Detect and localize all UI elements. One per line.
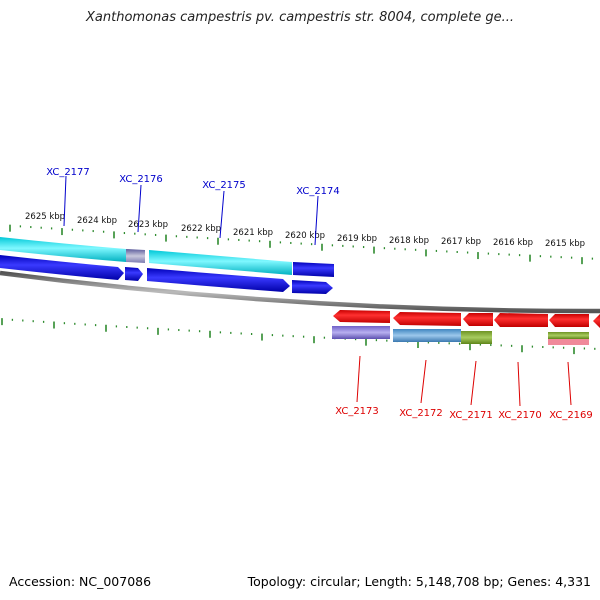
gene-label-XC_2172[interactable]: XC_2172 [399, 408, 443, 419]
gene-XC_2176-feature[interactable] [126, 249, 145, 263]
gene-label-XC_2175[interactable]: XC_2175 [202, 180, 246, 191]
genome-summary-text: Topology: circular; Length: 5,148,708 bp… [247, 574, 591, 589]
cds-XC_2176-arrow[interactable] [125, 267, 143, 281]
kbp-label-2620: 2620 kbp [285, 231, 325, 241]
cds-XC_2171-segment[interactable] [461, 331, 492, 344]
accession-text: Accession: NC_007086 [9, 574, 152, 589]
kbp-label-2617: 2617 kbp [441, 237, 481, 247]
scale-ticks-top [9, 224, 594, 265]
gene-XC_2177-feature[interactable] [0, 237, 126, 262]
XC_2171-leader-line [470, 360, 477, 406]
XC_2174-leader-line [314, 195, 319, 246]
kbp-label-2625: 2625 kbp [25, 212, 65, 222]
gene-label-XC_2176[interactable]: XC_2176 [119, 174, 163, 185]
gene-XC_2169-feature[interactable] [549, 314, 589, 327]
scale-ticks-bottom [1, 318, 596, 355]
gene-XC_2175-feature[interactable] [149, 250, 292, 275]
map-title: Xanthomonas campestris pv. campestris st… [86, 10, 514, 25]
kbp-label-2622: 2622 kbp [181, 224, 221, 234]
cds-XC_2174-arrow[interactable] [292, 280, 333, 294]
XC_2176-leader-line [137, 184, 142, 233]
kbp-label-2624: 2624 kbp [77, 216, 117, 226]
XC_2172-leader-line [420, 359, 427, 404]
gene-label-XC_2171[interactable]: XC_2171 [449, 410, 493, 421]
kbp-label-2615: 2615 kbp [545, 239, 585, 249]
kbp-label-2618: 2618 kbp [389, 236, 429, 246]
gene-XC_2170-feature[interactable] [494, 313, 548, 327]
cds-XC_2169-segment-b[interactable] [548, 339, 589, 345]
cds-XC_2172-segment[interactable] [393, 329, 461, 342]
cds-XC_2173-segment[interactable] [332, 326, 390, 339]
XC_2175-leader-line [219, 190, 225, 239]
kbp-label-2621: 2621 kbp [233, 228, 273, 238]
XC_2170-leader-line [517, 361, 521, 407]
gene-label-XC_2174[interactable]: XC_2174 [296, 186, 340, 197]
gene-label-XC_2169[interactable]: XC_2169 [549, 410, 593, 421]
kbp-label-2619: 2619 kbp [337, 234, 377, 244]
gene-XC_2174-feature[interactable] [293, 262, 334, 277]
gene-label-XC_2170[interactable]: XC_2170 [498, 410, 542, 421]
gene-next-feature[interactable] [593, 314, 600, 328]
cds-XC_2169-segment-a[interactable] [548, 332, 589, 339]
cds-XC_2177-arrow[interactable] [0, 255, 124, 280]
XC_2173-leader-line [356, 355, 361, 403]
gene-XC_2172-feature[interactable] [393, 312, 461, 326]
cds-XC_2175-arrow[interactable] [147, 268, 290, 292]
gene-label-XC_2177[interactable]: XC_2177 [46, 167, 90, 178]
XC_2177-leader-line [63, 175, 67, 227]
XC_2169-leader-line [567, 361, 572, 406]
gene-label-XC_2173[interactable]: XC_2173 [335, 406, 379, 417]
gene-XC_2171-feature[interactable] [463, 313, 493, 326]
gene-XC_2173-feature[interactable] [333, 310, 390, 323]
kbp-label-2616: 2616 kbp [493, 238, 533, 248]
kbp-label-2623: 2623 kbp [128, 220, 168, 230]
genome-backbone [0, 270, 600, 314]
